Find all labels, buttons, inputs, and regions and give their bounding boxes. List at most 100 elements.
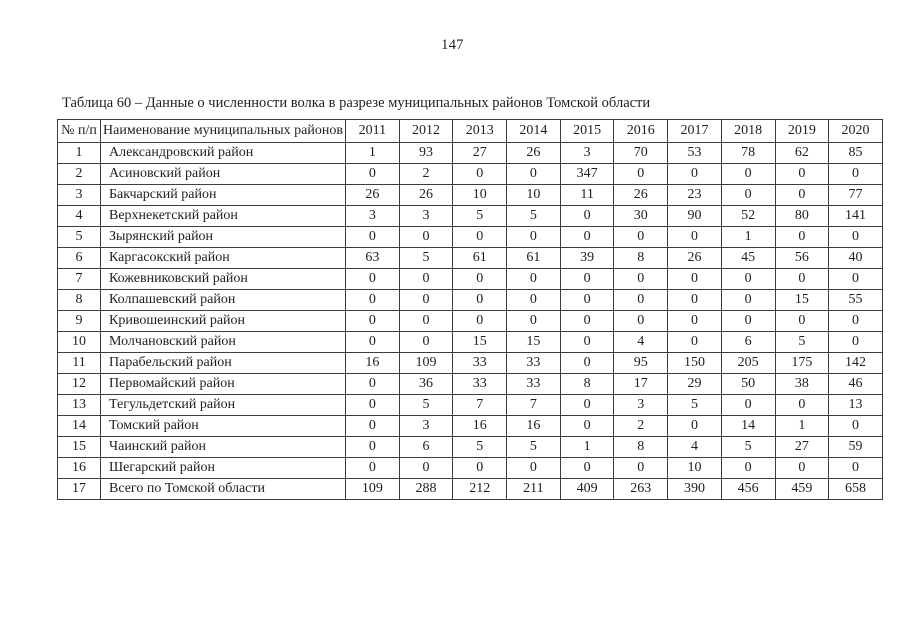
value-cell: 3 bbox=[559, 142, 615, 164]
row-number-cell: 13 bbox=[57, 394, 101, 416]
district-name-cell: Молчановский район bbox=[100, 331, 346, 353]
value-cell: 15 bbox=[506, 331, 561, 353]
value-cell: 16 bbox=[506, 415, 561, 437]
value-cell: 0 bbox=[345, 268, 400, 290]
value-cell: 0 bbox=[345, 394, 400, 416]
district-name-cell: Бакчарский район bbox=[100, 184, 346, 206]
value-cell: 0 bbox=[828, 331, 883, 353]
value-cell: 40 bbox=[828, 247, 883, 269]
column-header-num: № п/п bbox=[57, 119, 101, 143]
value-cell: 26 bbox=[398, 184, 454, 206]
table-body: 1 Александровский район 1 93 27 26 3 70 … bbox=[57, 142, 883, 500]
value-cell: 2 bbox=[613, 415, 669, 437]
value-cell: 0 bbox=[774, 163, 830, 185]
row-number-cell: 1 bbox=[57, 142, 101, 164]
value-cell: 0 bbox=[506, 163, 561, 185]
value-cell: 0 bbox=[345, 226, 400, 248]
wolf-population-table: № п/п Наименование муниципальных районов… bbox=[57, 119, 883, 500]
value-cell: 0 bbox=[774, 394, 830, 416]
value-cell: 658 bbox=[828, 478, 883, 500]
value-cell: 0 bbox=[345, 289, 400, 311]
value-cell: 5 bbox=[774, 331, 830, 353]
value-cell: 80 bbox=[774, 205, 830, 227]
row-number-cell: 12 bbox=[57, 373, 101, 395]
value-cell: 7 bbox=[452, 394, 508, 416]
value-cell: 0 bbox=[613, 226, 669, 248]
value-cell: 33 bbox=[452, 352, 508, 374]
value-cell: 0 bbox=[720, 289, 776, 311]
row-number-cell: 5 bbox=[57, 226, 101, 248]
column-header-year: 2011 bbox=[345, 119, 400, 143]
value-cell: 4 bbox=[613, 331, 669, 353]
value-cell: 17 bbox=[613, 373, 669, 395]
value-cell: 142 bbox=[828, 352, 883, 374]
table-row: 10 Молчановский район 0 0 15 15 0 4 0 6 … bbox=[57, 331, 883, 353]
table-row: 7 Кожевниковский район 0 0 0 0 0 0 0 0 0… bbox=[57, 268, 883, 290]
value-cell: 0 bbox=[720, 268, 776, 290]
value-cell: 26 bbox=[613, 184, 669, 206]
value-cell: 1 bbox=[720, 226, 776, 248]
value-cell: 175 bbox=[774, 352, 830, 374]
value-cell: 0 bbox=[667, 415, 722, 437]
district-name-cell: Верхнекетский район bbox=[100, 205, 346, 227]
row-number-cell: 9 bbox=[57, 310, 101, 332]
value-cell: 0 bbox=[452, 226, 508, 248]
value-cell: 0 bbox=[774, 310, 830, 332]
value-cell: 109 bbox=[398, 352, 454, 374]
row-number-cell: 8 bbox=[57, 289, 101, 311]
value-cell: 3 bbox=[398, 415, 454, 437]
value-cell: 62 bbox=[774, 142, 830, 164]
table-row: 4 Верхнекетский район 3 3 5 5 0 30 90 52… bbox=[57, 205, 883, 227]
row-number-cell: 6 bbox=[57, 247, 101, 269]
value-cell: 456 bbox=[720, 478, 776, 500]
value-cell: 0 bbox=[398, 289, 454, 311]
value-cell: 0 bbox=[667, 268, 722, 290]
row-number-cell: 11 bbox=[57, 352, 101, 374]
column-header-year: 2016 bbox=[613, 119, 669, 143]
value-cell: 288 bbox=[398, 478, 454, 500]
value-cell: 0 bbox=[398, 268, 454, 290]
column-header-year: 2015 bbox=[559, 119, 615, 143]
value-cell: 39 bbox=[559, 247, 615, 269]
value-cell: 61 bbox=[452, 247, 508, 269]
value-cell: 36 bbox=[398, 373, 454, 395]
value-cell: 0 bbox=[720, 394, 776, 416]
table-row: 12 Первомайский район 0 36 33 33 8 17 29… bbox=[57, 373, 883, 395]
value-cell: 5 bbox=[667, 394, 722, 416]
value-cell: 0 bbox=[345, 163, 400, 185]
value-cell: 23 bbox=[667, 184, 722, 206]
value-cell: 30 bbox=[613, 205, 669, 227]
table-row: 2 Асиновский район 0 2 0 0 347 0 0 0 0 0 bbox=[57, 163, 883, 185]
table-row: 5 Зырянский район 0 0 0 0 0 0 0 1 0 0 bbox=[57, 226, 883, 248]
value-cell: 409 bbox=[559, 478, 615, 500]
value-cell: 0 bbox=[452, 268, 508, 290]
value-cell: 0 bbox=[345, 331, 400, 353]
value-cell: 85 bbox=[828, 142, 883, 164]
row-number-cell: 14 bbox=[57, 415, 101, 437]
value-cell: 205 bbox=[720, 352, 776, 374]
value-cell: 7 bbox=[506, 394, 561, 416]
value-cell: 61 bbox=[506, 247, 561, 269]
table-row: 16 Шегарский район 0 0 0 0 0 0 10 0 0 0 bbox=[57, 457, 883, 479]
table-row: 14 Томский район 0 3 16 16 0 2 0 14 1 0 bbox=[57, 415, 883, 437]
value-cell: 0 bbox=[506, 457, 561, 479]
value-cell: 1 bbox=[559, 436, 615, 458]
value-cell: 0 bbox=[559, 415, 615, 437]
district-name-cell: Всего по Томской области bbox=[100, 478, 346, 500]
value-cell: 0 bbox=[720, 457, 776, 479]
value-cell: 0 bbox=[345, 373, 400, 395]
value-cell: 0 bbox=[398, 331, 454, 353]
value-cell: 0 bbox=[506, 268, 561, 290]
value-cell: 0 bbox=[613, 310, 669, 332]
value-cell: 0 bbox=[774, 268, 830, 290]
value-cell: 16 bbox=[345, 352, 400, 374]
value-cell: 0 bbox=[345, 415, 400, 437]
value-cell: 11 bbox=[559, 184, 615, 206]
value-cell: 0 bbox=[506, 289, 561, 311]
value-cell: 5 bbox=[452, 205, 508, 227]
value-cell: 0 bbox=[774, 226, 830, 248]
value-cell: 95 bbox=[613, 352, 669, 374]
value-cell: 211 bbox=[506, 478, 561, 500]
value-cell: 63 bbox=[345, 247, 400, 269]
column-header-year: 2017 bbox=[667, 119, 722, 143]
